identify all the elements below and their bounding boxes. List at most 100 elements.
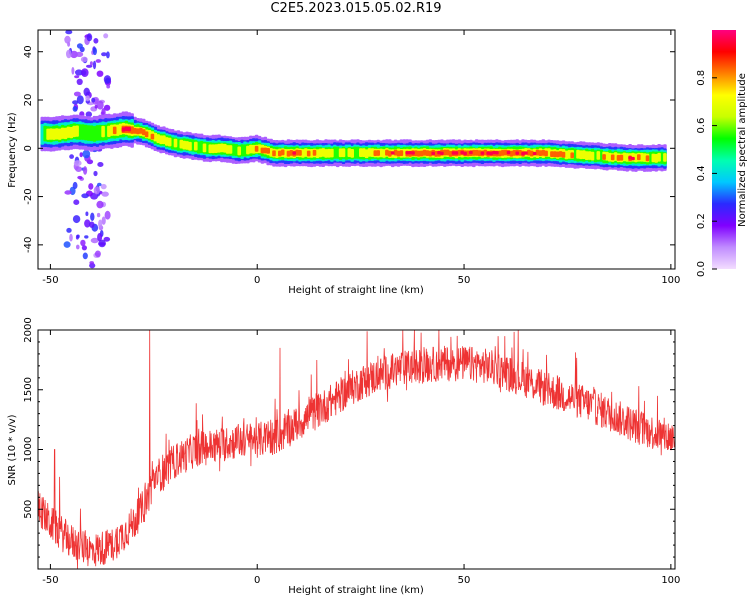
spectrogram-speckle <box>72 181 78 190</box>
spectrogram-cell <box>431 151 435 156</box>
spectrogram-cell <box>121 127 126 132</box>
spectrogram-cell <box>225 145 230 154</box>
y-tick-label: 1500 <box>23 377 34 402</box>
spectrogram-speckle <box>76 234 80 239</box>
spectrogram-cell <box>246 145 250 155</box>
spectrogram-cell <box>576 149 580 159</box>
snr-frame <box>37 329 676 570</box>
spectrogram-speckle <box>73 199 80 205</box>
spectrogram-cell <box>275 149 279 158</box>
spectrogram-cell <box>425 150 430 156</box>
spectrogram-ylabel: Frequency (Hz) <box>7 112 18 188</box>
spectrogram-cell <box>364 149 369 159</box>
spectrogram-cell <box>60 127 65 139</box>
spectrogram-speckle <box>95 59 102 63</box>
spectrogram-cell <box>260 147 265 154</box>
spectrogram-cell <box>141 129 146 136</box>
spectrogram-cell <box>110 124 114 136</box>
spectrogram-cell <box>610 154 615 161</box>
x-tick-label: 0 <box>254 575 260 586</box>
spectrogram-cell <box>558 151 563 157</box>
spectrogram-speckle <box>73 160 82 167</box>
spectrogram-speckle <box>77 175 83 180</box>
spectrogram-cell <box>538 150 543 156</box>
spectrogram-speckle <box>101 216 106 225</box>
spectrogram-cell <box>341 148 346 158</box>
spectrogram-speckle <box>81 193 89 199</box>
spectrogram-cell <box>544 150 548 157</box>
spectrogram-cell <box>483 149 488 156</box>
spectrogram-cell <box>500 150 505 156</box>
spectrogram-cell <box>524 151 528 155</box>
spectrogram-speckle <box>94 104 98 109</box>
spectrogram-cell <box>335 146 340 159</box>
spectrogram-speckle <box>104 210 111 220</box>
spectrogram-speckle <box>101 191 109 197</box>
spectrogram-cell <box>257 144 262 154</box>
spectrogram-cell <box>472 149 476 156</box>
x-tick-label: -50 <box>42 275 58 286</box>
x-tick-label: 50 <box>458 275 471 286</box>
spectrogram-speckle <box>81 245 87 251</box>
spectrogram-cell <box>286 150 291 157</box>
spectrogram-cell <box>81 124 85 140</box>
spectrogram-cell <box>231 143 236 156</box>
spectrogram-cell <box>263 147 268 154</box>
spectrogram-cell <box>46 128 50 140</box>
spectrogram-speckle <box>72 100 79 105</box>
y-tick-label: -40 <box>23 237 34 253</box>
spectrogram-cell <box>176 138 181 151</box>
spectrogram-speckle <box>105 78 110 83</box>
spectrogram-cell <box>159 135 163 145</box>
spectrogram-cell <box>622 152 627 162</box>
spectrogram-speckle <box>103 236 111 242</box>
spectrogram-speckle <box>72 106 78 112</box>
y-tick-label: 1000 <box>23 437 34 462</box>
spectrogram-speckle <box>88 183 94 190</box>
spectrogram-cell <box>139 127 143 134</box>
spectrogram-cell <box>419 150 424 157</box>
spectrogram-speckle <box>98 219 103 229</box>
spectrogram-cell <box>440 151 444 155</box>
y-tick-label: 500 <box>23 500 34 519</box>
spectrogram-speckle <box>92 47 97 56</box>
spectrogram-cell <box>127 127 131 132</box>
spectrogram-cell <box>645 155 650 162</box>
spectrogram-speckle <box>85 95 90 102</box>
spectrogram-cell <box>573 148 577 161</box>
spectrogram-cell <box>361 148 366 157</box>
spectrogram-cell <box>382 149 386 158</box>
spectrogram-cell <box>254 145 259 152</box>
spectrogram-speckle <box>96 212 101 218</box>
spectrogram-cell <box>454 151 459 155</box>
spectrogram-cell <box>182 140 186 150</box>
spectrogram-cell <box>521 152 525 156</box>
spectrogram-cell <box>324 149 328 158</box>
spectrogram-speckle <box>80 56 88 63</box>
spectrogram-cell <box>555 151 560 158</box>
spectrogram-cell <box>89 125 94 142</box>
spectrogram-cell <box>495 151 499 155</box>
spectrogram-cell <box>541 149 546 156</box>
spectrogram-cell <box>43 125 47 142</box>
spectrogram-cell <box>570 152 574 159</box>
spectrogram-cell <box>199 141 204 154</box>
spectrogram-cell <box>550 151 554 157</box>
spectrogram-cell <box>399 150 404 156</box>
x-tick-label: -50 <box>42 575 58 586</box>
spectrogram-speckle <box>100 183 107 190</box>
spectrogram-cell <box>373 150 378 156</box>
spectrogram-speckle <box>92 60 97 70</box>
spectrogram-cell <box>515 151 519 155</box>
spectrogram-speckle <box>85 111 93 118</box>
spectrogram-speckle <box>89 261 94 265</box>
spectrogram-speckle <box>74 75 80 79</box>
spectrogram-cell <box>506 150 511 155</box>
spectrogram-cell <box>72 125 76 138</box>
spectrogram-cell <box>561 151 566 158</box>
spectrogram-speckle <box>97 182 102 187</box>
spectrogram-cell <box>376 150 380 156</box>
spectrogram-cell <box>402 148 407 158</box>
spectrogram-speckle <box>75 69 83 76</box>
spectrogram-cell <box>278 150 282 157</box>
